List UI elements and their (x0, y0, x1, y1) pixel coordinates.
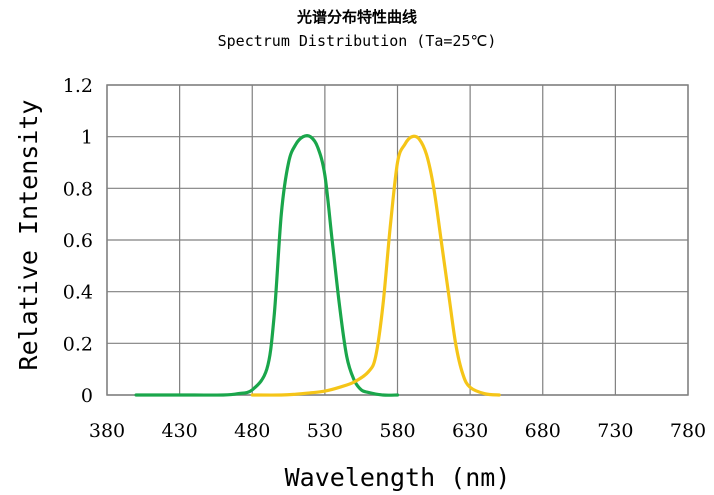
x-tick-label: 630 (452, 420, 488, 442)
y-tick-label: 0.6 (63, 230, 93, 252)
grid-lines (106, 84, 689, 396)
x-tick-label: 380 (89, 420, 125, 442)
series-line-2 (250, 134, 501, 397)
y-tick-label: 0.4 (63, 282, 93, 304)
x-tick-labels: 380 430 480 530 580 630 680 730 780 (89, 420, 706, 442)
y-tick-label: 0 (81, 385, 93, 407)
x-tick-label: 730 (597, 420, 633, 442)
x-tick-label: 680 (525, 420, 561, 442)
chart-title: 光谱分布特性曲线 (296, 8, 417, 26)
y-tick-label: 0.8 (63, 178, 93, 200)
series-layer (134, 133, 501, 397)
x-tick-label: 430 (161, 420, 197, 442)
y-tick-label: 0.2 (63, 333, 93, 355)
x-axis-title: Wavelength (nm) (285, 463, 511, 492)
x-tick-label: 480 (234, 420, 270, 442)
y-tick-labels: 0 0.2 0.4 0.6 0.8 1 1.2 (63, 75, 93, 407)
y-axis-title: Relative Intensity (14, 100, 43, 371)
y-tick-label: 1 (81, 127, 93, 149)
x-tick-label: 580 (379, 420, 415, 442)
y-tick-label: 1.2 (63, 75, 93, 97)
chart-subtitle: Spectrum Distribution (Ta=25℃) (217, 32, 497, 50)
x-tick-label: 530 (307, 420, 343, 442)
series-line-1 (134, 133, 400, 397)
x-tick-label: 780 (670, 420, 706, 442)
